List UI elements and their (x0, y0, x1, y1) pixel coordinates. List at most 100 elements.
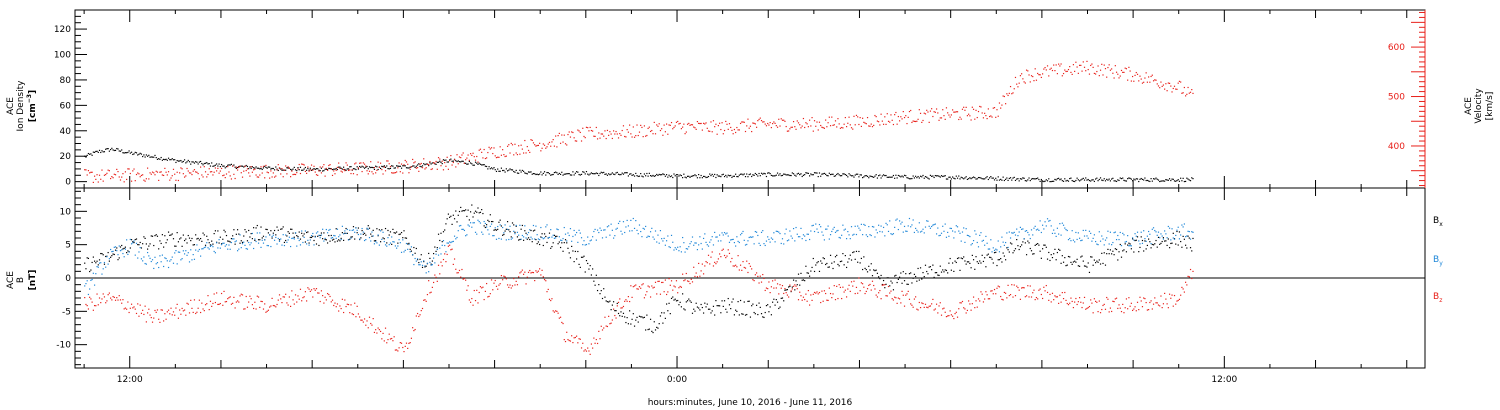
velocity-point (280, 173, 282, 175)
by-point (725, 233, 727, 235)
density-point (922, 174, 924, 177)
density-point (297, 167, 299, 169)
bx-point (253, 227, 255, 229)
bx-point (870, 263, 872, 265)
by-point (416, 258, 419, 260)
density-point (137, 154, 139, 156)
velocity-point (235, 166, 237, 168)
density-point (123, 152, 125, 154)
density-point (241, 165, 244, 167)
velocity-point (145, 178, 147, 180)
bx-point (583, 255, 585, 257)
bz-point (783, 292, 785, 295)
density-velocity-panel (74, 9, 1426, 189)
density-point (89, 153, 91, 155)
velocity-point (1040, 76, 1042, 79)
bz-point (95, 305, 97, 307)
velocity-point (1064, 69, 1066, 71)
bz-point (536, 271, 538, 273)
bz-point (725, 257, 727, 259)
bx-point (474, 210, 477, 212)
bz-point (537, 270, 539, 272)
velocity-point (864, 122, 866, 124)
bz-point (1182, 288, 1184, 290)
by-point (248, 241, 250, 244)
bx-point (1028, 242, 1030, 244)
bz-point (361, 319, 363, 321)
velocity-point (123, 181, 125, 183)
bz-point (356, 305, 358, 307)
bx-point (598, 284, 600, 286)
density-point (1156, 178, 1158, 180)
bz-point (657, 280, 659, 283)
bx-point (1075, 261, 1077, 263)
density-point (553, 171, 556, 174)
velocity-point (828, 116, 830, 118)
bz-point (323, 302, 325, 304)
by-point (200, 255, 202, 257)
bx-point (357, 227, 360, 229)
density-point (923, 177, 925, 179)
velocity-point (643, 125, 646, 127)
density-point (498, 170, 500, 172)
by-point (1164, 230, 1166, 232)
bz-point (675, 280, 678, 282)
bz-point (1191, 277, 1193, 280)
bz-point (928, 305, 930, 307)
density-point (130, 151, 133, 153)
bx-point (421, 266, 424, 269)
bz-point (860, 282, 862, 284)
bz-point (1152, 303, 1155, 305)
bx-point (126, 252, 128, 254)
bz-point (942, 308, 944, 310)
bz-point (245, 295, 247, 298)
bx-point (98, 259, 101, 261)
density-point (1013, 176, 1015, 179)
velocity-point (1156, 83, 1158, 85)
by-point (940, 232, 943, 234)
bz-point (595, 338, 597, 341)
velocity-point (520, 144, 522, 146)
velocity-point (315, 174, 318, 176)
bz-point (778, 293, 780, 295)
bz-point (357, 313, 360, 315)
density-point (174, 159, 176, 161)
bz-point (875, 294, 877, 296)
bz-point (1087, 306, 1089, 309)
velocity-point (875, 116, 877, 118)
bx-point (928, 266, 930, 268)
density-point (546, 171, 548, 174)
density-point (1102, 179, 1104, 182)
by-point (190, 249, 192, 251)
bz-point (492, 289, 494, 291)
bx-point (1096, 260, 1098, 262)
bx-point (256, 224, 258, 227)
bz-point (728, 252, 731, 255)
bz-point (892, 299, 895, 301)
by-point (693, 244, 695, 246)
density-point (373, 168, 376, 170)
bz-point (172, 311, 175, 313)
density-point (682, 177, 684, 179)
bz-point (483, 298, 485, 301)
by-point (191, 259, 193, 261)
velocity-point (418, 170, 420, 172)
bz-point (541, 269, 543, 271)
velocity-point (233, 173, 235, 175)
by-point (862, 234, 864, 236)
bz-point (1140, 300, 1142, 302)
bz-point (1122, 303, 1124, 306)
bz-point (1017, 286, 1019, 289)
bz-point (590, 343, 592, 345)
density-point (1180, 177, 1182, 179)
bx-point (700, 303, 702, 306)
velocity-point (755, 126, 758, 128)
bz-point (955, 311, 957, 313)
bx-point (1124, 243, 1126, 245)
velocity-point (1168, 82, 1171, 84)
bx-point (191, 237, 193, 240)
density-point (1034, 178, 1036, 180)
bz-point (479, 286, 482, 288)
density-point (796, 173, 798, 175)
velocity-point (1071, 73, 1073, 75)
